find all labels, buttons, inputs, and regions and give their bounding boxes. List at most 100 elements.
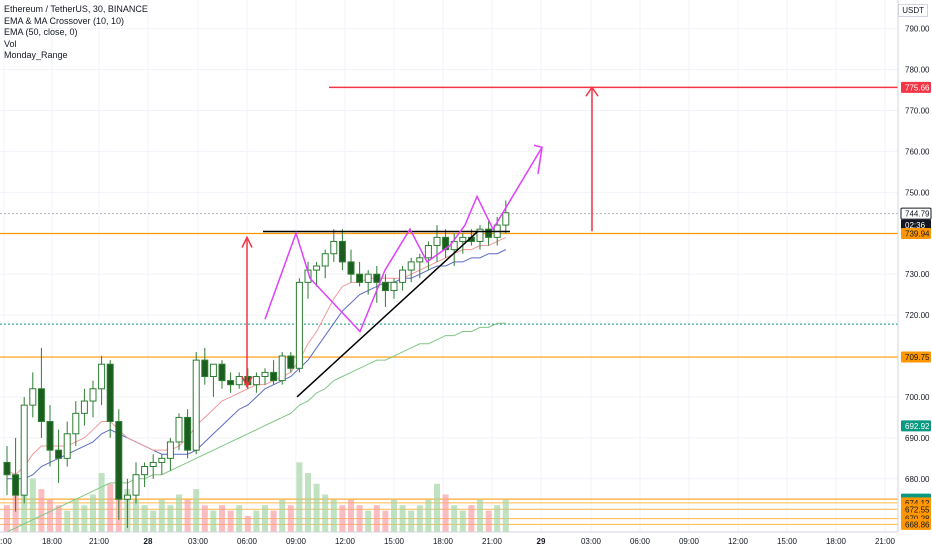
candle-body-down <box>37 388 45 423</box>
price-tag[interactable] <box>901 219 931 231</box>
time-tick-label: 29 <box>537 537 546 546</box>
candle-body-up <box>433 236 441 247</box>
price-tag[interactable] <box>901 518 931 530</box>
candle[interactable] <box>184 409 192 459</box>
price-tag[interactable] <box>901 420 931 432</box>
volume-bar <box>201 505 208 532</box>
candle[interactable] <box>80 388 88 426</box>
candle[interactable] <box>356 261 364 287</box>
indicator-vol[interactable]: Vol <box>4 38 17 49</box>
candle-body-up <box>175 416 183 443</box>
candle[interactable] <box>485 220 493 246</box>
time-axis[interactable]: 2:00 18:00 21:00 28 03:00 06:00 09:00 12:00 15:0… <box>0 531 898 550</box>
candle[interactable] <box>338 229 346 271</box>
candle-body-up <box>141 466 149 476</box>
price-tag-label: 744.79 <box>905 210 930 219</box>
candle[interactable] <box>390 278 398 299</box>
candle[interactable] <box>270 360 278 385</box>
candle[interactable] <box>55 429 63 483</box>
candle[interactable] <box>72 401 80 447</box>
drawings[interactable] <box>241 85 898 398</box>
time-tick-label: 15:00 <box>777 537 798 546</box>
indicator-ema-ma[interactable]: EMA & MA Crossover (10, 10) <box>4 15 125 26</box>
candle[interactable] <box>287 351 295 373</box>
ema10-line <box>6 236 507 476</box>
candle[interactable] <box>502 200 510 234</box>
candle[interactable] <box>373 266 381 303</box>
price-tag[interactable] <box>901 351 931 363</box>
candle[interactable] <box>227 372 235 393</box>
indicator-ema50[interactable]: EMA (50, close, 0) <box>4 27 78 37</box>
candle-body-up <box>459 236 467 242</box>
candle[interactable] <box>218 360 226 389</box>
candle[interactable] <box>123 478 131 528</box>
volume-bar <box>382 510 389 532</box>
candle[interactable] <box>364 270 372 295</box>
candle[interactable] <box>175 413 183 451</box>
candle-body-up <box>235 375 243 386</box>
volume-bar <box>176 494 182 532</box>
candle[interactable] <box>321 249 329 279</box>
candle[interactable] <box>252 372 260 393</box>
volume-bar <box>485 510 492 532</box>
time-tick-label: 03:00 <box>581 537 602 546</box>
candle[interactable] <box>261 368 269 385</box>
candle[interactable] <box>166 437 174 471</box>
candle[interactable] <box>3 446 11 496</box>
candle[interactable] <box>29 372 37 418</box>
candle[interactable] <box>201 347 209 385</box>
projected-path[interactable] <box>264 146 543 333</box>
price-tag[interactable] <box>901 228 931 240</box>
candle[interactable] <box>12 437 20 512</box>
candle[interactable] <box>330 229 338 262</box>
candle[interactable] <box>209 363 217 397</box>
candle[interactable] <box>106 360 114 438</box>
candle[interactable] <box>149 454 157 479</box>
candle[interactable] <box>381 274 389 307</box>
candle[interactable] <box>295 278 303 373</box>
candle[interactable] <box>459 233 467 254</box>
candle[interactable] <box>63 421 71 467</box>
price-tag[interactable] <box>900 207 932 220</box>
support-trendline[interactable] <box>296 230 479 398</box>
candle[interactable] <box>442 229 450 258</box>
candle[interactable] <box>20 396 28 504</box>
price-tag[interactable] <box>901 81 931 93</box>
candle[interactable] <box>141 462 149 487</box>
candle[interactable] <box>132 462 140 504</box>
symbol-title[interactable]: Ethereum / TetherUS, 30, BINANCE <box>4 4 148 14</box>
price-tick-label: 760.00 <box>905 147 930 156</box>
candle[interactable] <box>192 351 200 455</box>
price-axis[interactable]: 790.00 780.00 770.00 760.00 750.00 730.00 720.… <box>897 0 932 550</box>
candle[interactable] <box>347 249 355 283</box>
candle[interactable] <box>278 351 286 385</box>
candle[interactable] <box>476 225 484 250</box>
candle[interactable] <box>158 454 166 475</box>
candle[interactable] <box>115 409 123 520</box>
candle[interactable] <box>98 356 106 406</box>
candle[interactable] <box>399 266 407 291</box>
candle[interactable] <box>37 347 45 438</box>
candle[interactable] <box>407 257 415 283</box>
price-tag[interactable] <box>901 503 931 515</box>
price-tick-label: 780.00 <box>905 66 930 75</box>
candle-body-up <box>149 461 157 468</box>
volume-bar <box>477 499 483 532</box>
volume-bar <box>296 462 303 532</box>
candle[interactable] <box>416 253 424 279</box>
volume-bar <box>330 499 337 532</box>
candle[interactable] <box>235 372 243 389</box>
candle[interactable] <box>313 261 321 287</box>
volume-bar <box>425 499 432 532</box>
candle-body-down <box>347 261 355 275</box>
candle-body-up <box>313 265 321 271</box>
volume-bar <box>210 510 217 532</box>
currency-button[interactable]: USDT <box>898 4 928 17</box>
candle[interactable] <box>424 241 432 271</box>
price-tag-label: 674.12 <box>905 499 930 508</box>
indicator-monday-range[interactable]: Monday_Range <box>4 50 68 60</box>
candle[interactable] <box>46 405 54 467</box>
candle[interactable] <box>89 380 97 418</box>
